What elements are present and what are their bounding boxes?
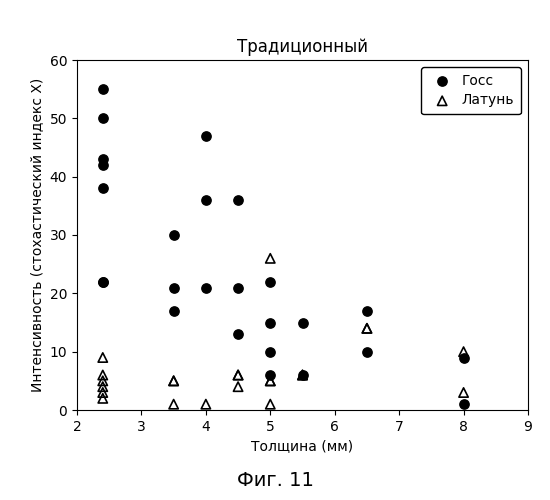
Латунь [98, 377, 107, 385]
Legend: Госс, Латунь: Госс, Латунь [421, 67, 521, 114]
Латунь [234, 371, 243, 379]
Госс [362, 307, 371, 315]
Госс [98, 184, 107, 192]
Латунь [98, 371, 107, 379]
Латунь [362, 324, 371, 332]
Госс [459, 400, 468, 408]
Госс [234, 196, 243, 204]
Госс [98, 155, 107, 163]
Латунь [266, 400, 274, 408]
Латунь [234, 371, 243, 379]
Латунь [169, 377, 178, 385]
Латунь [98, 382, 107, 390]
Латунь [298, 371, 307, 379]
Госс [201, 196, 210, 204]
Госс [98, 114, 107, 122]
Госс [98, 161, 107, 169]
X-axis label: Толщина (мм): Толщина (мм) [251, 440, 354, 454]
Госс [266, 278, 274, 285]
Латунь [98, 354, 107, 362]
Латунь [169, 400, 178, 408]
Госс [169, 307, 178, 315]
Латунь [98, 394, 107, 402]
Латунь [169, 377, 178, 385]
Латунь [362, 324, 371, 332]
Госс [169, 284, 178, 292]
Госс [298, 318, 307, 326]
Госс [266, 318, 274, 326]
Латунь [98, 388, 107, 396]
Госс [234, 284, 243, 292]
Title: Традиционный: Традиционный [237, 38, 368, 56]
Латунь [298, 371, 307, 379]
Латунь [459, 388, 468, 396]
Text: Фиг. 11: Фиг. 11 [236, 470, 314, 490]
Латунь [234, 382, 243, 390]
Латунь [201, 400, 210, 408]
Латунь [459, 348, 468, 356]
Госс [266, 371, 274, 379]
Госс [169, 231, 178, 239]
Госс [201, 284, 210, 292]
Латунь [266, 377, 274, 385]
Госс [98, 85, 107, 93]
Госс [298, 371, 307, 379]
Госс [362, 348, 371, 356]
Y-axis label: Интенсивность (стохастический индекс X): Интенсивность (стохастический индекс X) [30, 78, 44, 392]
Госс [234, 330, 243, 338]
Госс [266, 348, 274, 356]
Латунь [266, 377, 274, 385]
Госс [98, 278, 107, 285]
Латунь [266, 254, 274, 262]
Госс [459, 354, 468, 362]
Госс [201, 132, 210, 140]
Госс [98, 278, 107, 285]
